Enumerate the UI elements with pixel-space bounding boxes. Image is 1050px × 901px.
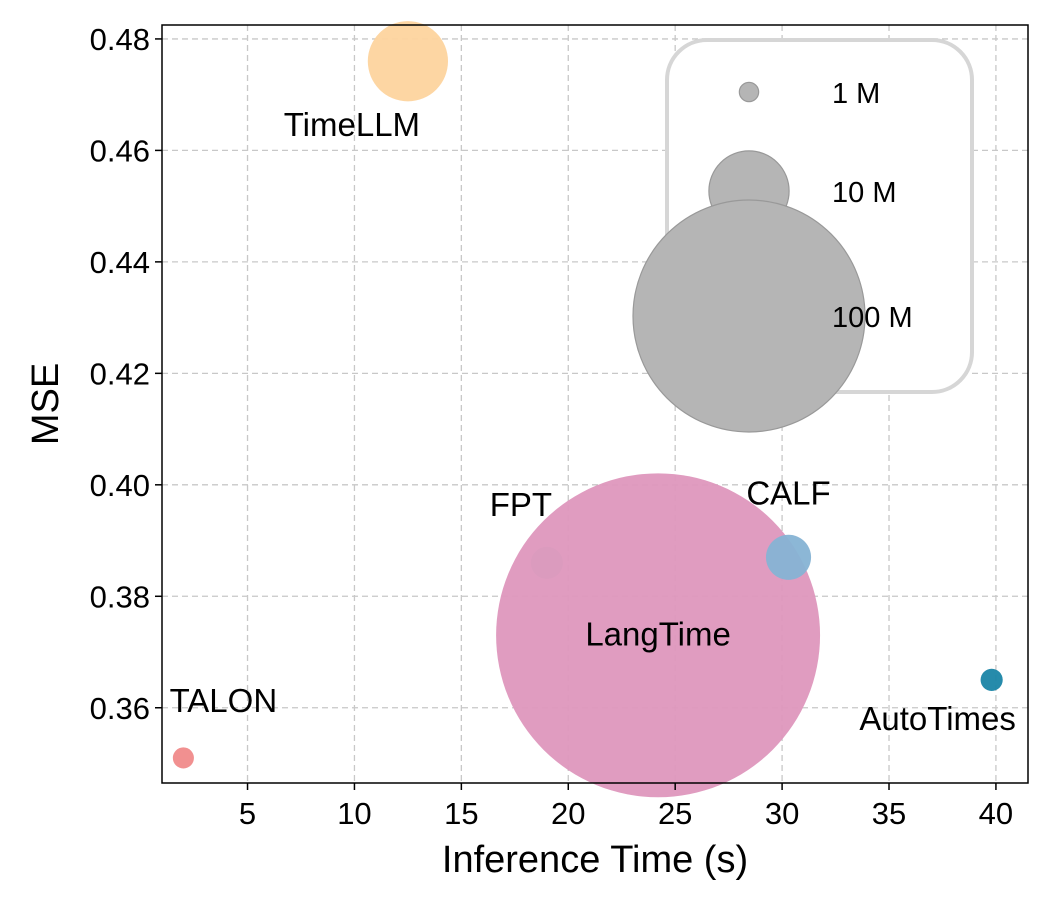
x-tick-label: 30 [765,796,799,831]
y-tick-label: 0.42 [90,356,150,391]
label-langtime: LangTime [585,615,731,652]
y-tick-label: 0.38 [90,579,150,614]
x-tick-label: 20 [551,796,585,831]
label-timellm: TimeLLM [284,106,420,143]
legend-label: 10 M [832,177,896,209]
bubble-autotimes [980,668,1003,691]
bubble-talon [172,747,194,769]
legend-bubble [738,81,760,103]
label-talon: TALON [170,682,278,719]
label-autotimes: AutoTimes [859,700,1016,737]
x-tick-label: 5 [239,796,256,831]
bubble-timellm [367,21,449,102]
y-tick-label: 0.46 [90,133,150,168]
legend-label: 100 M [832,302,913,334]
label-fpt: FPT [490,486,552,523]
y-tick-label: 0.48 [90,22,150,57]
point-labels: TimeLLM FPT LangTime CALF AutoTimes TALON [170,106,1016,737]
y-tick-label: 0.44 [90,245,150,280]
y-axis-title: MSE [25,363,67,445]
y-tick-label: 0.36 [90,691,150,726]
x-tick-label: 35 [872,796,906,831]
y-tick-label: 0.40 [90,468,150,503]
x-tick-label: 15 [444,796,478,831]
x-tick-label: 10 [337,796,371,831]
legend-bubble [632,199,866,433]
label-calf: CALF [746,474,830,511]
x-tick-label: 40 [979,796,1013,831]
bubbles [172,21,1003,798]
axis-ticks: 5 10 15 20 25 30 35 40 0.36 0.38 0.40 0.42 0.44 0.46 0… [90,22,1014,831]
bubble-calf [765,534,812,580]
bubble-langtime [496,473,821,798]
legend-label: 1 M [832,78,880,110]
x-axis-title: Inference Time (s) [442,839,748,881]
x-tick-label: 25 [658,796,692,831]
size-legend: 1 M 10 M 100 M [632,38,974,433]
plot-frame [161,24,1029,784]
